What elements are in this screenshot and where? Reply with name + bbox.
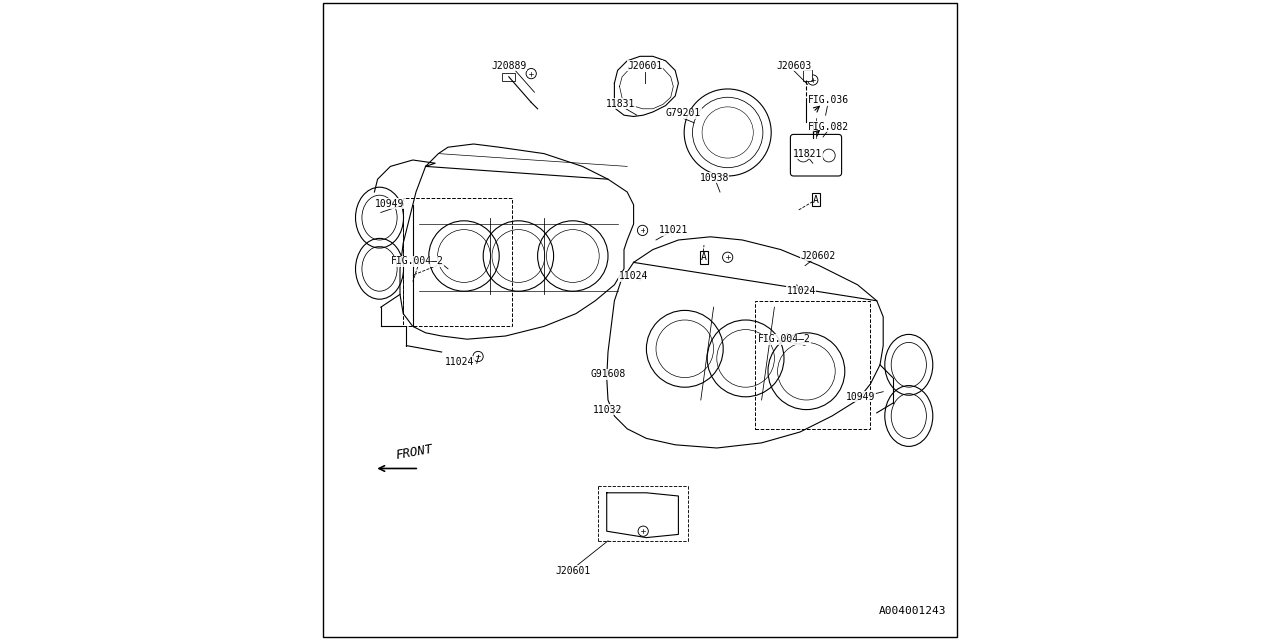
Text: J20601: J20601: [627, 61, 663, 71]
Text: 11024: 11024: [445, 356, 474, 367]
Text: 11024: 11024: [787, 286, 815, 296]
Text: FIG.082: FIG.082: [808, 122, 850, 132]
Text: A004001243: A004001243: [878, 605, 946, 616]
Text: FIG.004–2: FIG.004–2: [758, 334, 810, 344]
Text: 11021: 11021: [659, 225, 687, 236]
Text: 10949: 10949: [375, 198, 403, 209]
Text: J20602: J20602: [800, 251, 836, 261]
Text: J20889: J20889: [492, 61, 526, 71]
Text: J20601: J20601: [556, 566, 591, 576]
Text: A: A: [813, 195, 819, 205]
Text: G91608: G91608: [590, 369, 626, 380]
Text: A: A: [701, 252, 707, 262]
Text: J20603: J20603: [776, 61, 812, 71]
Text: 11032: 11032: [594, 404, 622, 415]
Text: FIG.004–2: FIG.004–2: [390, 256, 444, 266]
Text: 11831: 11831: [607, 99, 635, 109]
Text: 11024: 11024: [620, 271, 648, 282]
Text: 11821: 11821: [794, 148, 822, 159]
Text: FRONT: FRONT: [396, 443, 434, 462]
FancyBboxPatch shape: [502, 73, 515, 81]
Text: 10938: 10938: [700, 173, 728, 183]
Text: G79201: G79201: [666, 108, 701, 118]
Text: FIG.036: FIG.036: [808, 95, 850, 106]
FancyBboxPatch shape: [803, 70, 812, 81]
Text: 10949: 10949: [846, 392, 876, 402]
